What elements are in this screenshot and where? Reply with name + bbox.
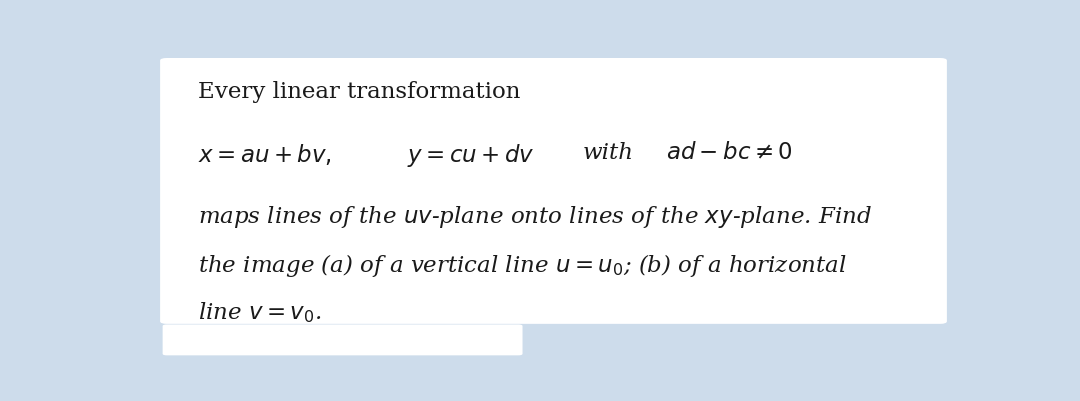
Text: $ad - bc \neq 0$: $ad - bc \neq 0$ [666,142,794,164]
Text: maps lines of the $uv$-plane onto lines of the $xy$-plane. Find: maps lines of the $uv$-plane onto lines … [198,204,872,230]
Text: line $v = v_0$.: line $v = v_0$. [198,300,321,325]
Text: $y = cu + dv$: $y = cu + dv$ [407,142,535,169]
Text: $x = au + bv,$: $x = au + bv,$ [198,142,332,167]
Text: the image (a) of a vertical line $u = u_0$; (b) of a horizontal: the image (a) of a vertical line $u = u_… [198,252,847,279]
Text: Every linear transformation: Every linear transformation [198,81,521,103]
Text: with: with [583,142,634,164]
FancyBboxPatch shape [160,58,947,324]
FancyBboxPatch shape [163,324,523,355]
